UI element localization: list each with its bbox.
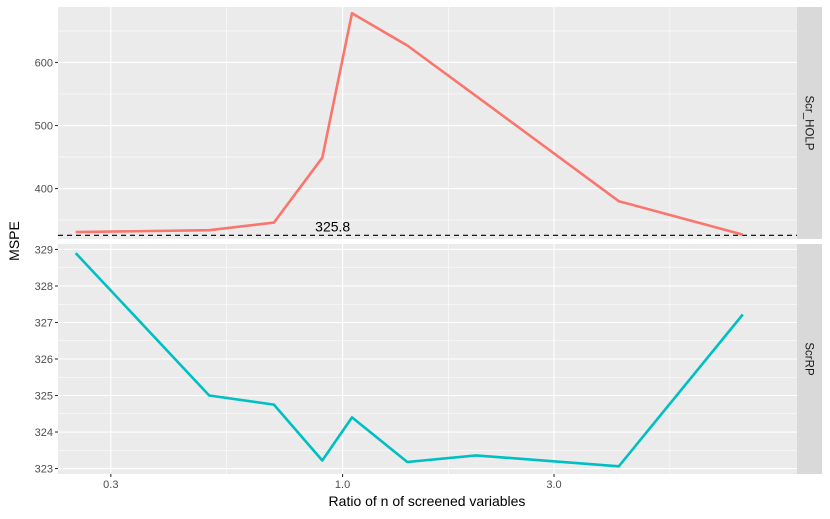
x-axis-title: Ratio of n of screened variables [329,493,526,509]
reference-label: 325.8 [315,218,350,234]
y-tick-label: 600 [35,57,53,69]
x-axis: 0.3 1.0 3.0 [103,474,562,491]
y-tick-label: 324 [35,427,53,439]
panel-background [58,7,797,239]
x-tick-label: 0.3 [103,479,118,491]
x-tick-label: 3.0 [546,479,561,491]
y-tick-label: 327 [35,317,53,329]
strip-label: Scr_HOLP [802,96,814,151]
y-tick-label: 328 [35,281,53,293]
strip-background [797,244,822,474]
panel-scrrp: 323 324 325 326 327 328 329 ScrRP [35,244,822,475]
y-tick-label: 323 [35,463,53,475]
y-axis-title: MSPE [6,221,22,261]
y-tick-label: 400 [35,183,53,195]
panel-scr-holp: 325.8 400 500 600 Scr_HOLP [35,7,822,239]
y-tick-label: 326 [35,354,53,366]
strip-background [797,7,822,239]
strip-label: ScrRP [802,342,814,376]
y-tick-label: 500 [35,120,53,132]
y-tick-label: 325 [35,390,53,402]
series-line [75,12,744,236]
y-tick-label: 329 [35,244,53,256]
series-line [74,252,744,468]
x-tick-label: 1.0 [335,479,350,491]
